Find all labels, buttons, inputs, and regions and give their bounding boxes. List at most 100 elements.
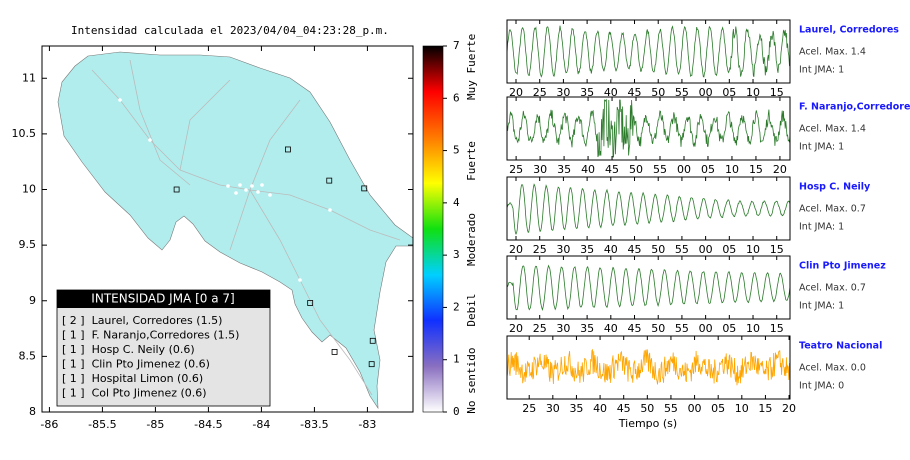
x-tick-label: 55 [664, 402, 678, 415]
x-tick-label: 55 [675, 243, 689, 256]
x-tick-label: 40 [604, 86, 618, 99]
x-tick-label: 45 [605, 163, 619, 176]
colorbar-tick-label: 6 [453, 91, 460, 104]
acel-max: Acel. Max. 0.7 [799, 283, 866, 294]
x-tick-label: 45 [628, 86, 642, 99]
x-tick-label: 55 [653, 163, 667, 176]
colorbar-label: Muy Fuerte [465, 34, 478, 100]
x-tick-label: 05 [722, 243, 736, 256]
x-tick-label: 00 [699, 243, 713, 256]
x-tick-label: 25 [533, 86, 547, 99]
acel-max: Acel. Max. 1.4 [799, 47, 866, 58]
legend-item: [ 1 ] Col Pto Jimenez (0.6) [62, 387, 207, 400]
x-tick-label: 10 [725, 163, 739, 176]
x-tick-label: 10 [746, 243, 760, 256]
x-tick-label: 15 [770, 86, 784, 99]
x-tick-label: 30 [546, 402, 560, 415]
x-tick-label: -86 [40, 418, 58, 431]
legend-item: [ 1 ] Hospital Limon (0.6) [62, 372, 203, 385]
x-tick-label: 35 [580, 322, 594, 335]
station-name: Laurel, Corredores [799, 25, 899, 36]
x-tick-label: -83.5 [300, 418, 328, 431]
x-tick-label: 05 [711, 402, 725, 415]
x-tick-label: 50 [651, 322, 665, 335]
int-jma: Int JMA: 1 [799, 65, 844, 76]
legend: INTENSIDAD JMA [0 a 7] [56, 289, 271, 407]
x-tick-label: 50 [651, 243, 665, 256]
station-marker [173, 186, 180, 193]
x-tick-label: 05 [722, 86, 736, 99]
x-tick-label: 05 [701, 163, 715, 176]
x-tick-label: 00 [688, 402, 702, 415]
x-tick-label: 30 [556, 86, 570, 99]
x-tick-label: 20 [509, 243, 523, 256]
panel-frame [506, 255, 791, 320]
station-marker [307, 300, 314, 306]
panel-frame [506, 96, 791, 161]
x-tick-label: 35 [580, 86, 594, 99]
waveform [506, 183, 791, 235]
x-tick-label: 10 [746, 322, 760, 335]
station-name: F. Naranjo,Corredores [799, 102, 910, 113]
x-tick-label: 50 [629, 163, 643, 176]
x-tick-label: 20 [782, 402, 796, 415]
legend-item: [ 2 ] Laurel, Corredores (1.5) [62, 314, 222, 327]
colorbar-tick-label: 2 [453, 300, 460, 313]
x-axis-label: Tiempo (s) [618, 417, 677, 430]
x-tick-label: 15 [758, 402, 772, 415]
x-tick-label: 15 [749, 163, 763, 176]
x-tick-label: 10 [735, 402, 749, 415]
legend-box [56, 289, 271, 407]
x-tick-label: 35 [569, 402, 583, 415]
colorbar-tick-label: 5 [453, 144, 460, 157]
x-tick-label: 25 [533, 322, 547, 335]
station-marker [285, 146, 291, 153]
station-marker [368, 361, 375, 368]
acel-max: Acel. Max. 1.4 [799, 124, 866, 135]
legend-header [57, 290, 270, 308]
x-tick-label: 45 [617, 402, 631, 415]
y-tick-label: 10 [22, 183, 36, 196]
y-tick-label: 9 [29, 294, 36, 307]
x-tick-label: 40 [581, 163, 595, 176]
acel-max: Acel. Max. 0.0 [799, 363, 866, 374]
x-tick-label: 55 [675, 86, 689, 99]
roads [91, 59, 401, 396]
colorbar-tick-label: 0 [453, 405, 460, 418]
y-tick-label: 9.5 [19, 238, 37, 251]
x-tick-label: -84 [252, 418, 270, 431]
x-tick-label: -85 [146, 418, 164, 431]
waveform [506, 25, 791, 78]
colorbar-label: Fuerte [465, 141, 478, 181]
x-tick-label: 45 [628, 322, 642, 335]
x-tick-label: 55 [675, 322, 689, 335]
x-tick-label: 35 [580, 243, 594, 256]
panel-frame [506, 335, 791, 400]
station-marker [369, 337, 376, 344]
station-marker [326, 177, 333, 184]
x-tick-label: 05 [722, 322, 736, 335]
x-tick-label: 20 [773, 163, 787, 176]
x-tick-label: 15 [770, 322, 784, 335]
waveform [506, 264, 791, 312]
colorbar-tick-label: 7 [453, 39, 460, 52]
x-tick-label: 10 [746, 86, 760, 99]
y-tick-label: 8.5 [19, 349, 37, 362]
panel-frame [506, 176, 791, 241]
colorbar-label: No sentido [465, 348, 478, 414]
map-frame [41, 45, 414, 413]
y-tick-label: 11 [22, 71, 36, 84]
x-tick-label: 30 [556, 322, 570, 335]
x-tick-label: -84.5 [194, 418, 222, 431]
x-tick-label: 15 [770, 243, 784, 256]
acel-max: Acel. Max. 0.7 [799, 204, 866, 215]
land [57, 51, 414, 410]
x-tick-label: 00 [699, 322, 713, 335]
towns [118, 98, 332, 282]
x-tick-label: 40 [593, 402, 607, 415]
x-tick-label: 30 [533, 163, 547, 176]
colorbar-label: Moderado [465, 213, 478, 266]
station-name: Clin Pto Jimenez [799, 261, 886, 272]
x-tick-label: 20 [509, 86, 523, 99]
map-title: Intensidad calculada el 2023/04/04_04:23… [71, 24, 389, 37]
